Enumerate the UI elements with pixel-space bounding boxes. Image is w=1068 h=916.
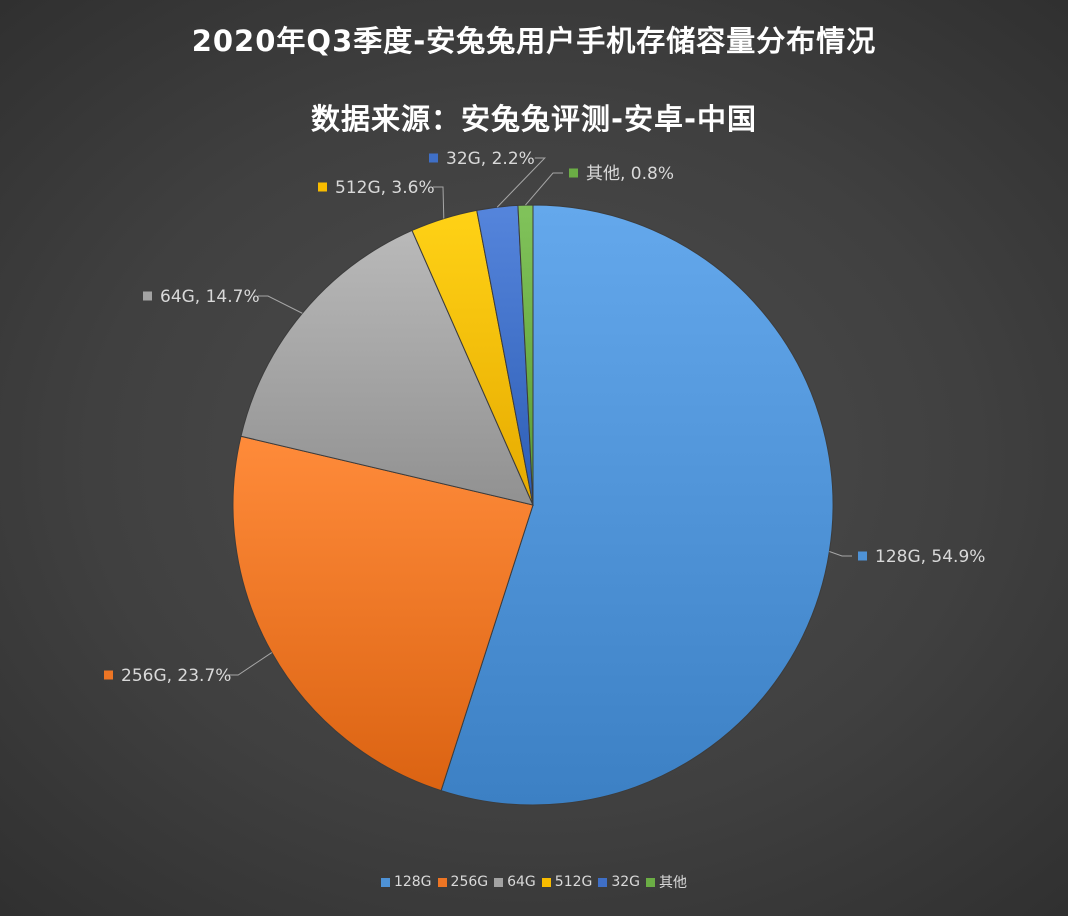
chart-subtitle: 数据来源：安兔兔评测-安卓-中国 [310,102,758,136]
legend-label: 32G [611,874,641,890]
legend-label: 128G [393,874,432,890]
chart-legend: 128G 256G 64G 512G 32G 其他 [0,872,1068,892]
leader-line-128G [829,551,852,557]
legend-label: 512G [554,874,593,890]
data-label-swatch-512G [318,182,327,192]
data-label-swatch-256G [104,670,113,680]
data-label-32G: 32G, 2.2% [446,149,535,169]
data-label-swatch-64G [143,291,152,301]
legend-swatch [380,877,390,887]
leader-line-512G [433,186,445,219]
pie-slice-其他 [517,204,534,506]
legend-item-512G: 512G [541,874,593,890]
leader-line-32G [496,157,546,208]
data-label-其他: 其他, 0.8% [586,164,674,184]
legend-item-128G: 128G [380,874,432,890]
data-label-swatch-32G [429,153,438,163]
legend-swatch [598,877,608,887]
legend-item-32G: 32G [598,874,640,890]
pie-slice-256G [232,435,534,792]
data-label-swatch-其他 [569,168,578,178]
data-label-256G: 256G, 23.7% [121,666,231,686]
data-label-512G: 512G, 3.6% [335,178,435,198]
legend-swatch [646,877,656,887]
data-label-64G: 64G, 14.7% [160,287,260,307]
legend-label: 256G [450,874,489,890]
data-label-128G: 128G, 54.9% [875,547,985,567]
legend-label: 64G [507,874,536,890]
chart-title: 2020年Q3季度-安兔兔用户手机存储容量分布情况 [191,24,877,58]
legend-item-64G: 64G [494,874,536,890]
leader-line-64G [258,295,303,314]
legend-swatch [437,877,447,887]
legend-item-其他: 其他 [646,872,687,892]
legend-label: 其他 [659,875,688,891]
legend-item-256G: 256G [437,874,489,890]
leader-line-其他 [525,172,563,206]
data-label-swatch-128G [858,551,867,561]
legend-swatch [541,877,551,887]
legend-swatch [494,877,504,887]
leader-line-256G [228,652,273,676]
